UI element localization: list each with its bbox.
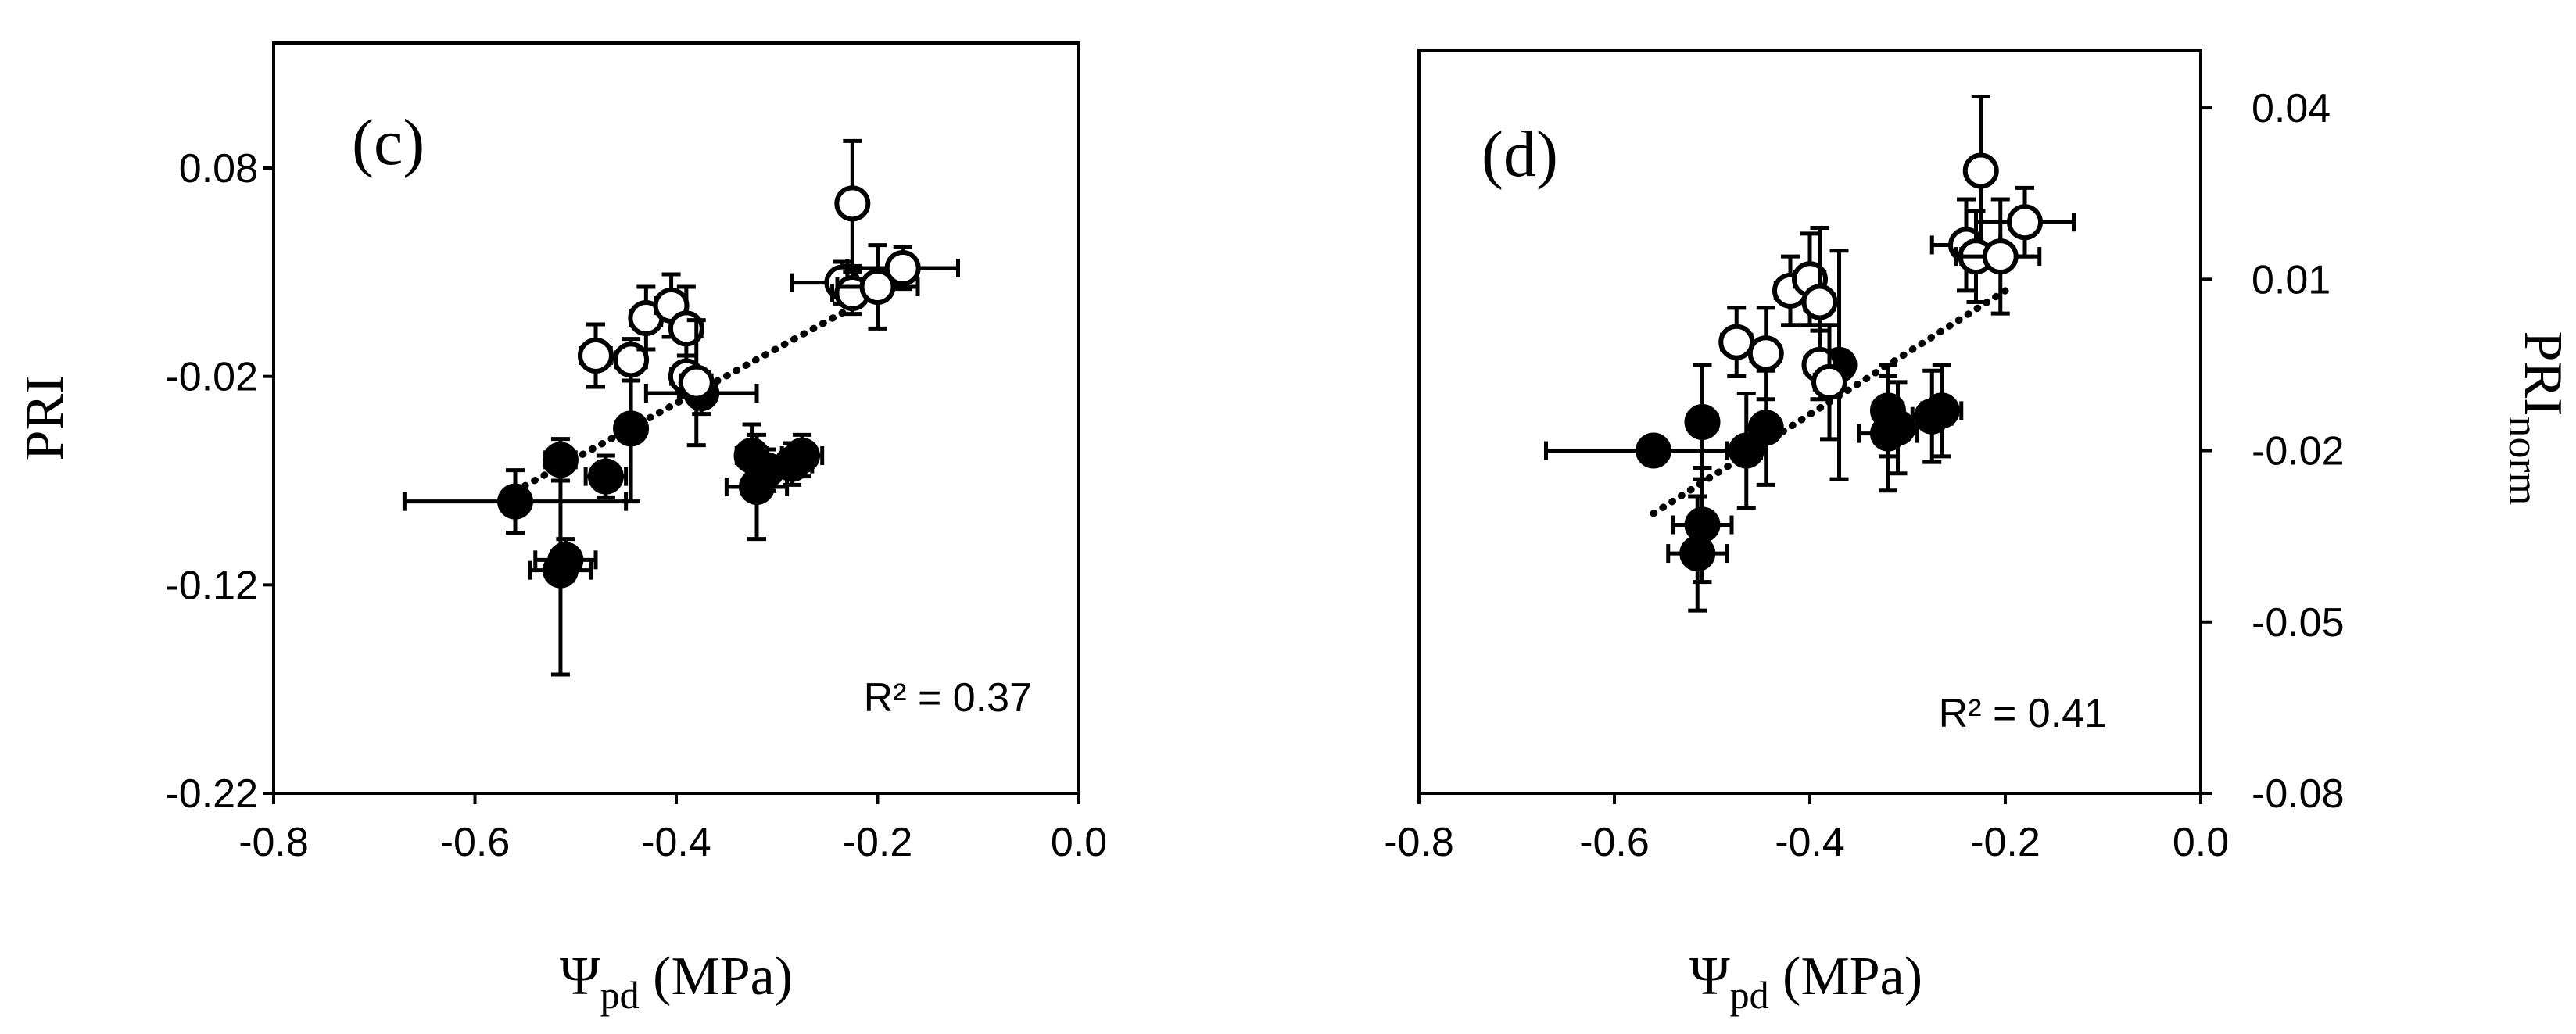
data-point-filled [1879,410,1916,446]
x-tick-label: -0.4 [1775,820,1845,865]
x-axis-title-symbol: Ψ [560,946,600,1007]
data-point-open [884,250,921,286]
data-point-filled [497,483,533,520]
data-point-filled [1747,410,1784,446]
data-point-filled [1636,432,1671,469]
data-point-open [834,185,871,222]
data-point-open [678,364,715,401]
y-tick-label: 0.04 [2252,86,2331,131]
y-tick-label: -0.22 [165,771,258,817]
x-axis-title-symbol: Ψ [1689,946,1730,1007]
x-axis-title-subscript: pd [1730,973,1769,1017]
panel-d: -0.8 -0.6 -0.4 -0.2 0.0 0.04 0.01 -0.02 -0.05 -0.… [1384,49,2573,1017]
x-tick-label: 0.0 [2173,820,2229,865]
x-axis-title: Ψpd (MPa) [560,946,793,1017]
data-point-open [1747,335,1784,372]
x-axis-title-unit: (MPa) [640,946,793,1007]
x-tick-label: -0.2 [843,820,913,865]
x-tick-label: -0.2 [1970,820,2040,865]
data-point-open [1801,284,1838,320]
data-point-open [859,269,896,305]
data-point-open [1811,363,1847,400]
y-tick-label: -0.12 [165,563,258,608]
y-axis-title-main: PRI [15,376,75,461]
y-tick-label: -0.02 [2252,429,2345,474]
r-squared-annotation: R² = 0.37 [864,675,1032,721]
data-point-filled [587,458,624,495]
data-point-filled [1684,404,1721,440]
x-axis-title-unit: (MPa) [1769,946,1922,1007]
data-point-open [1982,238,2019,275]
x-tick-label: -0.8 [238,820,309,865]
data-point-open [613,342,650,378]
data-point-filled [1684,506,1721,543]
data-point-filled [547,542,584,578]
data-point-open [2007,204,2043,241]
data-point-filled [1923,392,1960,429]
y-tick-label: 0.08 [179,146,258,191]
data-point-filled [1679,535,1716,572]
y-tick-label: -0.08 [2252,771,2345,817]
data-point-open [1962,152,1999,189]
y-tick-label: 0.01 [2252,257,2331,302]
data-point-open [578,338,614,374]
data-point-open [1718,324,1755,360]
x-tick-label: 0.0 [1051,820,1107,865]
data-point-filled [613,410,650,447]
panel-c: -0.8 -0.6 -0.4 -0.2 0.0 0.08 -0.02 -0.12 -0.22 (c… [15,41,1107,1017]
x-tick-label: -0.6 [1579,820,1650,865]
x-axis-title-subscript: pd [600,973,640,1017]
panel-label: (d) [1481,118,1558,191]
data-point-filled [783,438,820,474]
y-axis-title-subscript: norm [2500,416,2547,505]
y-tick-label: -0.02 [165,355,258,400]
y-tick-label: -0.05 [2252,600,2345,646]
y-axis-title: PRInorm [2500,331,2573,506]
y-axis-title-main: PRI [2513,331,2573,417]
x-tick-label: -0.4 [641,820,711,865]
x-tick-label: -0.6 [440,820,511,865]
y-axis-title: PRI [15,376,75,461]
data-point-filled [1728,432,1765,469]
x-tick-label: -0.8 [1384,820,1454,865]
panel-label: (c) [352,106,425,179]
r-squared-annotation: R² = 0.41 [1939,691,2107,736]
x-axis-title: Ψpd (MPa) [1689,946,1922,1017]
